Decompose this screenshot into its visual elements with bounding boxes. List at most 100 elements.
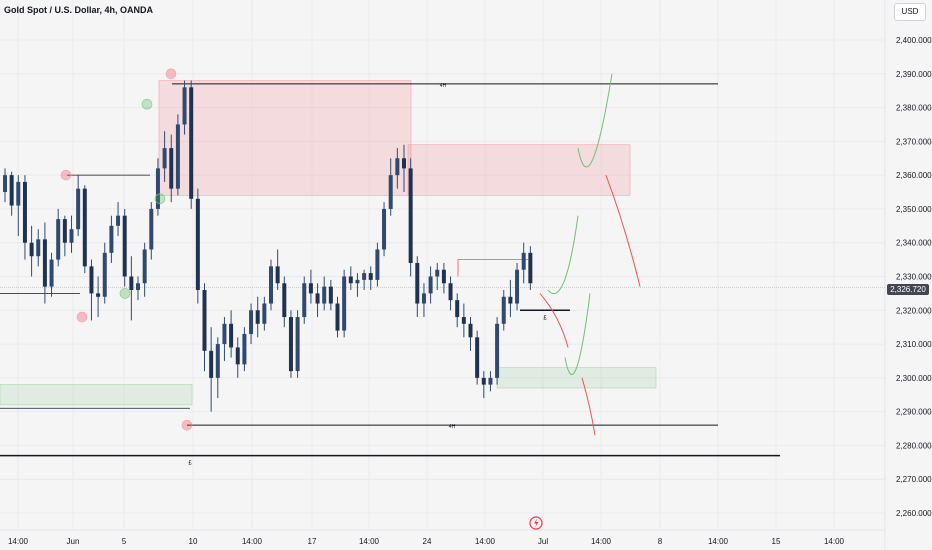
candle [468, 317, 473, 351]
level-4h-top-label: 4H [440, 83, 447, 89]
candle-body [195, 198, 200, 291]
candle [421, 283, 426, 318]
projection-path-bear [605, 174, 641, 287]
candle-body [421, 293, 426, 304]
candle [96, 276, 101, 318]
candle [102, 242, 107, 304]
candle [36, 229, 41, 267]
candle [288, 310, 293, 378]
candle-body [355, 279, 360, 284]
candle-body [49, 259, 54, 287]
candle-body [448, 283, 453, 301]
candle-body [302, 283, 307, 318]
demand-zone-right [496, 367, 657, 389]
candle-body [461, 317, 466, 324]
y-tick-label: 2,320.000 [896, 306, 932, 315]
candle-body [295, 317, 300, 372]
candle [322, 276, 327, 311]
candle-body [215, 344, 220, 378]
level-short-eq-label: £ [543, 315, 547, 321]
candle-body [495, 323, 500, 378]
candle [69, 215, 74, 253]
x-tick-label: 14:00 [591, 537, 612, 546]
candle-body [395, 158, 400, 176]
swing-low-marker [119, 288, 131, 299]
currency-button[interactable]: USD [894, 3, 926, 21]
candle-body [315, 293, 320, 304]
candle [162, 131, 167, 182]
candle [155, 158, 160, 216]
y-tick-label: 2,330.000 [896, 273, 932, 282]
candle [182, 80, 187, 135]
candle-body [375, 249, 380, 280]
swing-high-marker [76, 311, 88, 323]
candle-body [408, 168, 413, 263]
candle [455, 293, 460, 328]
candle [335, 296, 340, 338]
candle-body [82, 188, 87, 267]
candle [62, 215, 67, 257]
x-tick-label: 10 [189, 537, 198, 546]
candle-body [155, 168, 160, 209]
candle [308, 269, 313, 304]
candle-body [481, 377, 486, 385]
candle-body [169, 148, 174, 189]
candle [42, 222, 47, 304]
y-tick-label: 2,380.000 [896, 104, 932, 113]
candle [402, 144, 406, 193]
demand-zone-left [0, 384, 193, 406]
level-liquidity-label: £ [188, 461, 192, 467]
y-tick-label: 2,290.000 [896, 408, 932, 417]
candle [382, 202, 387, 257]
candle-body [69, 229, 74, 243]
candle-body [96, 293, 101, 297]
tradingview-logo-icon[interactable] [529, 516, 543, 530]
candle-body [269, 266, 273, 304]
y-tick-label: 2,270.000 [896, 475, 932, 484]
candle-body [508, 296, 513, 304]
projection-path-bull [564, 293, 591, 375]
y-tick-label: 2,400.000 [896, 36, 932, 45]
candle-body [322, 286, 327, 304]
x-tick-label: 8 [658, 537, 663, 546]
x-tick-label: 14:00 [359, 537, 380, 546]
candle [501, 290, 506, 331]
candle [49, 252, 54, 297]
candle [428, 266, 433, 304]
projection-path-bear [581, 377, 596, 436]
candle-body [308, 283, 313, 294]
candle-body [342, 276, 347, 331]
candle-body [22, 181, 27, 243]
candle-body [501, 296, 506, 324]
candle [136, 276, 140, 301]
candle [315, 283, 320, 318]
candle-body [129, 276, 134, 291]
candle [395, 148, 400, 189]
candle [328, 279, 333, 311]
x-tick-label: 14:00 [824, 537, 845, 546]
swing-high-marker [60, 169, 72, 181]
swing-high-marker [181, 419, 193, 431]
candle [415, 256, 420, 318]
candle-body [362, 273, 367, 280]
candle [149, 202, 154, 260]
y-tick-label: 2,280.000 [896, 441, 932, 450]
candle-body [388, 175, 393, 209]
candle [495, 317, 500, 385]
supply-zone-lower [407, 144, 631, 196]
candle [528, 246, 533, 291]
candle [116, 202, 121, 236]
candle-body [209, 350, 214, 378]
candle [488, 371, 493, 392]
candle-body [515, 269, 520, 304]
candle-body [162, 148, 167, 169]
candle [355, 273, 360, 297]
level-4h-bottom-label: 4H [449, 424, 456, 430]
candle [22, 175, 27, 260]
candle [142, 242, 147, 297]
y-tick-label: 2,350.000 [896, 205, 932, 214]
candle-body [249, 310, 254, 334]
candle [475, 330, 480, 385]
candle [282, 276, 287, 328]
